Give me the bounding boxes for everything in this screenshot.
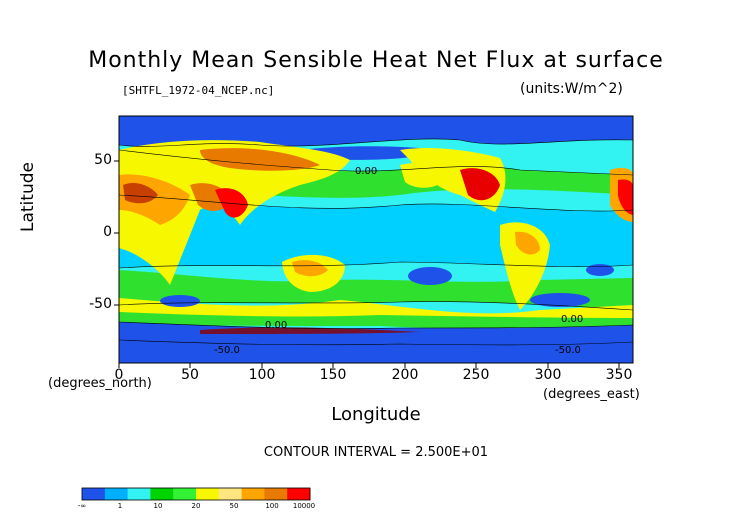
contour-line bbox=[119, 261, 633, 269]
x-tick-label: 200 bbox=[391, 367, 419, 383]
map-title: Monthly Mean Sensible Heat Net Flux at s… bbox=[88, 48, 664, 73]
x-tick-label: 150 bbox=[319, 367, 347, 383]
x-tick-label: 300 bbox=[534, 367, 562, 383]
x-tick-label: 0 bbox=[114, 367, 124, 383]
colorbar-label: 1 bbox=[117, 502, 123, 510]
south-green-strip bbox=[119, 312, 633, 329]
colorbar bbox=[82, 488, 311, 500]
file-label: [SHTFL_1972-04_NCEP.nc] bbox=[122, 84, 275, 97]
x-tick-label: 350 bbox=[605, 367, 633, 383]
blue-patch bbox=[586, 264, 614, 276]
colorbar-frame bbox=[81, 487, 311, 501]
land-sa-orange bbox=[515, 231, 540, 255]
x-tick-label: 100 bbox=[248, 367, 276, 383]
colorbar-swatch bbox=[150, 488, 174, 500]
contour-line bbox=[119, 301, 633, 311]
contour-label: 0.00 bbox=[265, 320, 288, 331]
x-tick-label: 250 bbox=[462, 367, 490, 383]
colorbar-label: 50 bbox=[229, 502, 239, 510]
contour-interval: CONTOUR INTERVAL = 2.500E+01 bbox=[263, 445, 489, 460]
land-siberia bbox=[200, 148, 320, 171]
contour-line bbox=[119, 339, 633, 346]
blue-patch bbox=[408, 267, 452, 285]
colorbar-swatch bbox=[173, 488, 197, 500]
contour-line bbox=[119, 138, 633, 147]
contour-label: -50.0 bbox=[555, 345, 581, 356]
x-axis-label: Longitude bbox=[331, 404, 421, 425]
colorbar-swatch bbox=[287, 488, 311, 500]
y-axis-label: Latitude bbox=[18, 162, 38, 232]
colorbar-swatch bbox=[127, 488, 151, 500]
south-green-band bbox=[119, 270, 633, 310]
contour-label: 0.00 bbox=[561, 314, 584, 325]
x-unit-right: (degrees_east) bbox=[543, 387, 640, 402]
x-tick-label: 50 bbox=[181, 367, 199, 383]
colorbar-swatch bbox=[218, 488, 243, 500]
colorbar-swatch bbox=[241, 488, 265, 500]
antarctic-coast bbox=[200, 327, 420, 334]
blue-patch bbox=[160, 295, 200, 307]
colorbar-label: 100 bbox=[265, 502, 279, 510]
y-tick-label: 50 bbox=[94, 152, 112, 168]
land-na-hot bbox=[460, 168, 500, 201]
blue-patch bbox=[530, 293, 590, 307]
colorbar-label: 10000 bbox=[292, 502, 316, 510]
contour-line bbox=[119, 194, 633, 212]
y-tick-label: 0 bbox=[103, 224, 112, 240]
land-india bbox=[215, 188, 248, 218]
land-africa-hot bbox=[618, 179, 633, 215]
arctic-ocean bbox=[119, 116, 633, 147]
land-sahara-hot bbox=[123, 183, 158, 204]
contour-line bbox=[119, 149, 633, 176]
y-tick-label: -50 bbox=[89, 296, 112, 312]
colorbar-swatch bbox=[264, 488, 288, 500]
colorbar-swatch bbox=[104, 488, 129, 500]
map-frame bbox=[118, 115, 634, 364]
x-unit-left: (degrees_north) bbox=[48, 376, 152, 391]
contour-label: 0.00 bbox=[355, 166, 378, 177]
colorbar-label: 20 bbox=[191, 502, 201, 510]
colorbar-label: -∞ bbox=[77, 502, 87, 510]
land-australia-hot bbox=[292, 260, 328, 277]
colorbar-swatch bbox=[196, 488, 220, 500]
contour-label: -50.0 bbox=[214, 345, 240, 356]
contour-line bbox=[119, 321, 633, 329]
colorbar-swatch bbox=[82, 488, 106, 500]
units-label: (units:W/m^2) bbox=[520, 81, 623, 97]
colorbar-label: 10 bbox=[153, 502, 163, 510]
